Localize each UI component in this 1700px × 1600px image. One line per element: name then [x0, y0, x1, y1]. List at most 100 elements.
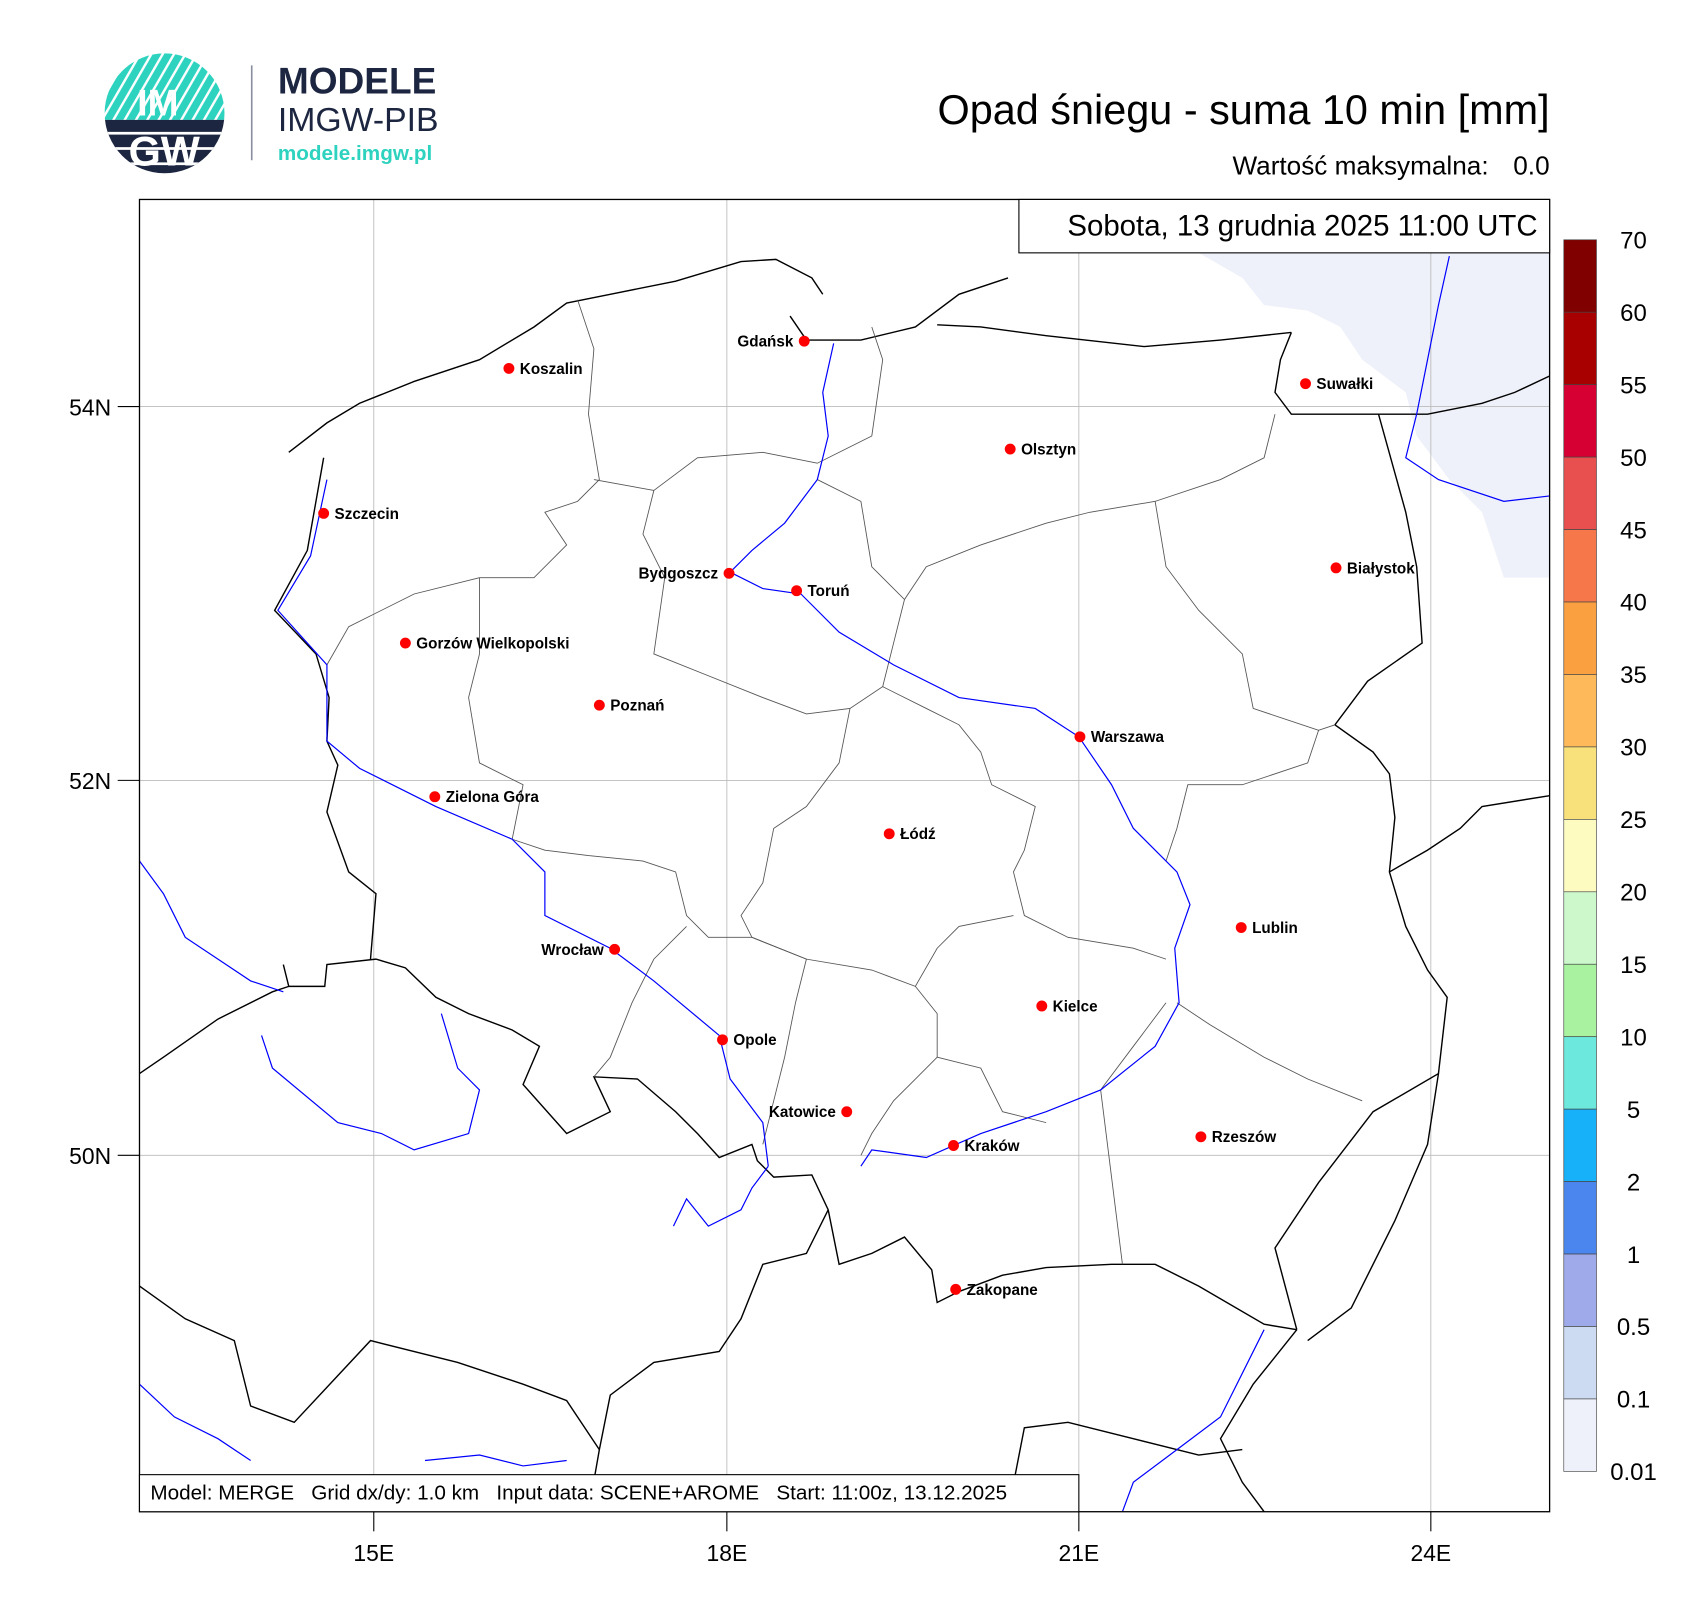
city-dot	[593, 699, 605, 711]
city-label: Suwałki	[1316, 376, 1373, 393]
city-label: Warszawa	[1091, 729, 1165, 746]
colorbar-bin	[1563, 674, 1597, 748]
city-marker[interactable]: Opole	[717, 1032, 777, 1049]
voivodeship-border	[751, 936, 807, 1145]
country-border	[1007, 1421, 1243, 1512]
colorbar-label: 60	[1620, 300, 1647, 327]
colorbar-label: 45	[1620, 517, 1647, 544]
colorbar-label: 0.5	[1617, 1314, 1650, 1341]
colorbar-bin	[1563, 963, 1597, 1038]
river	[139, 860, 284, 993]
lat-tick-label: 52N	[69, 768, 111, 794]
city-label: Toruń	[808, 583, 850, 600]
city-dot	[1074, 731, 1086, 743]
city-marker[interactable]: Poznań	[593, 698, 665, 715]
river	[672, 1165, 769, 1227]
city-marker[interactable]: Koszalin	[503, 361, 583, 378]
logo-emblem-top: IM	[137, 82, 178, 124]
colorbar-label: 30	[1620, 735, 1647, 762]
city-marker[interactable]: Zakopane	[950, 1282, 1038, 1299]
lon-tick-label: 24E	[1410, 1540, 1451, 1566]
colorbar-bin	[1563, 1108, 1597, 1182]
city-marker[interactable]: Toruń	[791, 583, 850, 600]
river	[260, 1013, 481, 1151]
city-dot	[318, 507, 330, 519]
city-marker[interactable]: Bydgoszcz	[638, 566, 735, 583]
colorbar-label: 15	[1620, 952, 1647, 979]
voivodeship-border	[882, 686, 1167, 960]
city-dot	[1300, 378, 1311, 390]
country-border	[587, 1209, 829, 1512]
logo-title: MODELE	[278, 60, 436, 102]
voivodeship-border	[1176, 1002, 1363, 1102]
city-dot	[1195, 1131, 1207, 1143]
city-dot	[1235, 922, 1247, 933]
logo-subtitle: IMGW-PIB	[278, 101, 439, 139]
river	[1121, 1329, 1265, 1512]
city-label: Koszalin	[520, 361, 583, 378]
city-marker[interactable]: Wrocław	[541, 942, 621, 959]
lat-tick-label: 54N	[69, 394, 111, 420]
map-area[interactable]: Gdańsk Koszalin Suwałki Olsztyn Szczecin Biał…	[139, 199, 1550, 1512]
colorbar-bin	[1563, 746, 1597, 820]
city-marker[interactable]: Suwałki	[1300, 376, 1373, 393]
city-marker[interactable]: Łódź	[883, 826, 936, 843]
colorbar-bin	[1563, 456, 1597, 530]
cities-layer: Gdańsk Koszalin Suwałki Olsztyn Szczecin Biał…	[318, 334, 1415, 1299]
colorbar-bin	[1563, 384, 1597, 458]
city-dot	[503, 362, 515, 374]
city-label: Zakopane	[967, 1282, 1038, 1299]
country-border	[937, 324, 1292, 348]
colorbar-bin	[1563, 239, 1597, 313]
city-dot	[841, 1106, 853, 1118]
voivodeship-border	[593, 926, 687, 1078]
voivodeship-border	[512, 838, 752, 938]
country-border	[139, 1285, 600, 1450]
max-value-label: Wartość maksymalna:	[1232, 150, 1488, 180]
voivodeship-border	[1165, 730, 1320, 862]
city-marker[interactable]: Białystok	[1330, 560, 1416, 577]
colorbar-bin	[1563, 1253, 1597, 1327]
city-label: Szczecin	[335, 506, 399, 523]
colorbar-bin	[1563, 1036, 1597, 1110]
colorbar-label: 55	[1620, 372, 1647, 399]
country-border	[1274, 332, 1448, 1330]
colorbar-label: 1	[1627, 1242, 1640, 1269]
city-marker[interactable]: Olsztyn	[1004, 441, 1076, 458]
model-info: Model: MERGE Grid dx/dy: 1.0 km Input da…	[150, 1482, 1007, 1505]
voivodeship-border	[860, 986, 938, 1156]
colorbar-label: 5	[1627, 1097, 1640, 1124]
city-marker[interactable]: Warszawa	[1074, 729, 1165, 746]
city-marker[interactable]: Katowice	[769, 1104, 853, 1121]
country-border	[1219, 1329, 1298, 1512]
city-marker[interactable]: Kraków	[948, 1138, 1020, 1155]
city-dot	[717, 1034, 728, 1046]
city-dot	[948, 1140, 959, 1151]
city-marker[interactable]: Rzeszów	[1195, 1129, 1276, 1146]
city-marker[interactable]: Lublin	[1235, 920, 1298, 937]
city-label: Rzeszów	[1212, 1129, 1277, 1146]
country-border	[282, 958, 1297, 1331]
city-marker[interactable]: Szczecin	[318, 506, 399, 523]
colorbar-bin	[1563, 1181, 1597, 1255]
colorbar-bin	[1563, 1326, 1597, 1400]
country-border	[1307, 1073, 1440, 1342]
voivodeship-border	[642, 479, 905, 715]
city-marker[interactable]: Kielce	[1036, 998, 1098, 1015]
city-marker[interactable]: Gorzów Wielkopolski	[399, 636, 570, 653]
voivodeship-border	[468, 577, 524, 840]
city-label: Białystok	[1347, 560, 1415, 577]
river	[277, 479, 769, 1167]
city-dot	[1004, 443, 1016, 455]
city-marker[interactable]: Zielona Góra	[429, 789, 539, 806]
imgw-logo[interactable]: IM GW MODELE IMGW-PIB modele.imgw.pl	[98, 49, 439, 185]
logo-emblem-bottom: GW	[129, 129, 201, 175]
city-label: Gorzów Wielkopolski	[416, 636, 569, 653]
colorbar-label: 0.1	[1617, 1387, 1650, 1414]
logo-url[interactable]: modele.imgw.pl	[278, 142, 432, 165]
lat-tick-label: 50N	[69, 1143, 111, 1169]
city-marker[interactable]: Gdańsk	[737, 334, 810, 351]
colorbar-label: 20	[1620, 880, 1647, 907]
city-dot	[950, 1283, 962, 1295]
city-dot	[798, 335, 810, 347]
